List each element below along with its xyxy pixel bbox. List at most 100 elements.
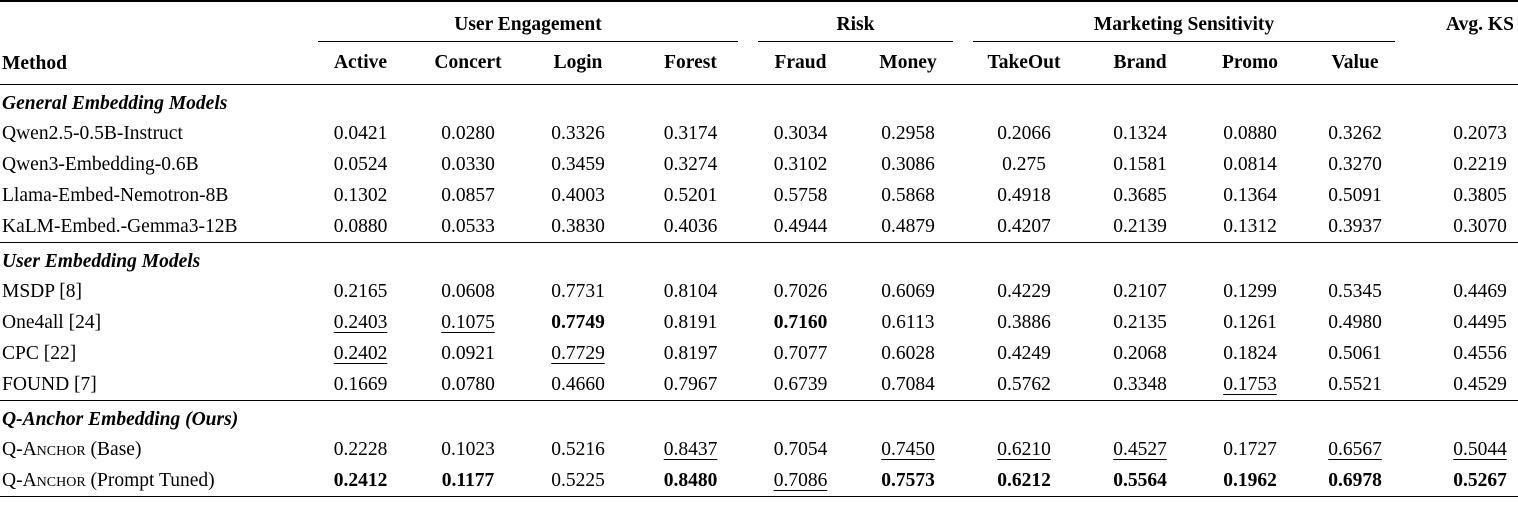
metric-cell: 0.1312 bbox=[1223, 216, 1277, 237]
metric-cell: 0.7450 bbox=[881, 439, 935, 460]
group-header-user-engagement: User Engagement bbox=[308, 1, 748, 42]
metric-cell: 0.4036 bbox=[663, 216, 718, 237]
metric-cell: 0.6210 bbox=[997, 439, 1051, 460]
metric-cell: 0.1177 bbox=[441, 470, 495, 491]
metric-cell: 0.1324 bbox=[1113, 123, 1167, 144]
method-cell: CPC [22] bbox=[2, 343, 77, 364]
metric-cell: 0.2219 bbox=[1453, 154, 1507, 175]
column-header-promo: Promo bbox=[1195, 42, 1305, 85]
table-row-qwen3-embedding-0-6b: Qwen3-Embedding-0.6B 0.0524 0.0330 0.3459 0.… bbox=[0, 149, 1518, 180]
metric-cell: 0.3937 bbox=[1328, 216, 1382, 237]
metric-cell: 0.4944 bbox=[773, 216, 828, 237]
metric-cell: 0.6069 bbox=[881, 281, 935, 302]
metric-cell: 0.4980 bbox=[1328, 312, 1382, 333]
metric-cell: 0.0921 bbox=[441, 343, 495, 364]
metric-cell: 0.0280 bbox=[441, 123, 495, 144]
metric-cell: 0.4556 bbox=[1453, 343, 1507, 364]
method-cell: Llama-Embed-Nemotron-8B bbox=[2, 185, 229, 206]
group-header-label: Risk bbox=[758, 13, 953, 42]
table-row-cpc-22: CPC [22] 0.2402 0.0921 0.7729 0.8197 0.7077 0.… bbox=[0, 338, 1518, 369]
table-row-kalm-embed-gemma3-12b: KaLM-Embed.-Gemma3-12B 0.0880 0.0533 0.3830… bbox=[0, 211, 1518, 243]
metric-cell: 0.8480 bbox=[663, 470, 718, 491]
section-user-embedding-models: User Embedding Models MSDP [8] 0.2165 0.060… bbox=[0, 242, 1518, 401]
table-row-found-7: FOUND [7] 0.1669 0.0780 0.4660 0.7967 0.6739 0… bbox=[0, 369, 1518, 401]
metric-cell: 0.3070 bbox=[1453, 216, 1507, 237]
column-header-active: Active bbox=[308, 42, 413, 85]
metric-cell: 0.2958 bbox=[881, 123, 935, 144]
metric-cell: 0.6212 bbox=[997, 470, 1051, 491]
metric-cell: 0.5216 bbox=[551, 439, 605, 460]
metric-cell: 0.8104 bbox=[663, 281, 718, 302]
metric-cell: 0.7731 bbox=[551, 281, 605, 302]
metric-cell: 0.1364 bbox=[1223, 185, 1277, 206]
metric-cell: 0.1075 bbox=[441, 312, 495, 333]
metric-cell: 0.6567 bbox=[1328, 439, 1382, 460]
section-q-anchor-embedding-ours: Q-Anchor Embedding (Ours) Q-Anchor (Base)… bbox=[0, 400, 1518, 497]
group-header-label: User Engagement bbox=[318, 13, 738, 42]
metric-cell: 0.0880 bbox=[333, 216, 388, 237]
method-column-header: Method bbox=[0, 1, 308, 85]
metric-cell: 0.1962 bbox=[1223, 470, 1277, 491]
metric-cell: 0.275 bbox=[1002, 154, 1046, 175]
metric-cell: 0.2402 bbox=[333, 343, 388, 364]
metric-cell: 0.3102 bbox=[773, 154, 828, 175]
metric-cell: 0.6113 bbox=[881, 312, 935, 333]
column-header-fraud: Fraud bbox=[748, 42, 853, 85]
method-cell: Q-Anchor (Prompt Tuned) bbox=[0, 465, 308, 497]
metric-cell: 0.4207 bbox=[997, 216, 1051, 237]
metric-cell: 0.1302 bbox=[333, 185, 388, 206]
metric-cell: 0.0780 bbox=[441, 374, 495, 395]
section-title-row: User Embedding Models bbox=[0, 242, 1518, 276]
table-row-qwen2-5-0-5b-instruct: Qwen2.5-0.5B-Instruct 0.0421 0.0280 0.3326 0… bbox=[0, 118, 1518, 149]
metric-cell: 0.3326 bbox=[551, 123, 605, 144]
metric-cell: 0.1669 bbox=[333, 374, 388, 395]
metric-cell: 0.7054 bbox=[773, 439, 828, 460]
metric-cell: 0.5044 bbox=[1453, 439, 1507, 460]
metric-cell: 0.4495 bbox=[1453, 312, 1507, 333]
metric-cell: 0.1753 bbox=[1223, 374, 1277, 395]
metric-cell: 0.7573 bbox=[881, 470, 935, 491]
metric-cell: 0.5201 bbox=[663, 185, 718, 206]
results-table: Method User Engagement Risk Marketing Sens… bbox=[0, 0, 1518, 497]
metric-cell: 0.1023 bbox=[441, 439, 495, 460]
metric-cell: 0.1824 bbox=[1223, 343, 1277, 364]
metric-cell: 0.1581 bbox=[1113, 154, 1167, 175]
metric-cell: 0.2135 bbox=[1113, 312, 1167, 333]
group-header-risk: Risk bbox=[748, 1, 963, 42]
metric-cell: 0.5521 bbox=[1328, 374, 1382, 395]
metric-cell: 0.5564 bbox=[1113, 470, 1167, 491]
table-row-one4all-24: One4all [24] 0.2403 0.1075 0.7749 0.8191 0.71… bbox=[0, 307, 1518, 338]
metric-cell: 0.2073 bbox=[1453, 123, 1507, 144]
method-name-suffix: (Prompt Tuned) bbox=[85, 470, 215, 491]
metric-cell: 0.2107 bbox=[1113, 281, 1167, 302]
metric-cell: 0.3274 bbox=[663, 154, 718, 175]
column-header-login: Login bbox=[523, 42, 633, 85]
metric-cell: 0.7026 bbox=[773, 281, 828, 302]
metric-cell: 0.3805 bbox=[1453, 185, 1507, 206]
table-row-q-anchor-base: Q-Anchor (Base) 0.2228 0.1023 0.5216 0.8437 0… bbox=[0, 434, 1518, 465]
column-header-money: Money bbox=[853, 42, 963, 85]
column-header-value: Value bbox=[1305, 42, 1405, 85]
metric-cell: 0.0814 bbox=[1223, 154, 1277, 175]
metric-cell: 0.0421 bbox=[333, 123, 388, 144]
metric-cell: 0.0857 bbox=[441, 185, 495, 206]
metric-cell: 0.7086 bbox=[773, 470, 828, 491]
metric-cell: 0.5267 bbox=[1453, 470, 1507, 491]
metric-cell: 0.8191 bbox=[663, 312, 718, 333]
metric-cell: 0.5345 bbox=[1328, 281, 1382, 302]
method-cell: Q-Anchor (Base) bbox=[0, 434, 308, 465]
metric-cell: 0.7160 bbox=[773, 312, 828, 333]
metric-cell: 0.3348 bbox=[1113, 374, 1167, 395]
metric-cell: 0.2139 bbox=[1113, 216, 1167, 237]
avg-ks-column-header: Avg. KS bbox=[1405, 1, 1518, 85]
metric-cell: 0.1261 bbox=[1223, 312, 1277, 333]
group-header-row: Method User Engagement Risk Marketing Sens… bbox=[0, 1, 1518, 85]
metric-cell: 0.7729 bbox=[551, 343, 605, 364]
metric-cell: 0.5225 bbox=[551, 470, 605, 491]
column-header-brand: Brand bbox=[1085, 42, 1195, 85]
section-title: Q-Anchor Embedding (Ours) bbox=[0, 400, 1518, 434]
method-name-suffix: (Base) bbox=[85, 439, 142, 460]
metric-cell: 0.5061 bbox=[1328, 343, 1382, 364]
metric-cell: 0.3270 bbox=[1328, 154, 1382, 175]
method-name-smallcaps: Q-Anchor bbox=[2, 439, 86, 460]
